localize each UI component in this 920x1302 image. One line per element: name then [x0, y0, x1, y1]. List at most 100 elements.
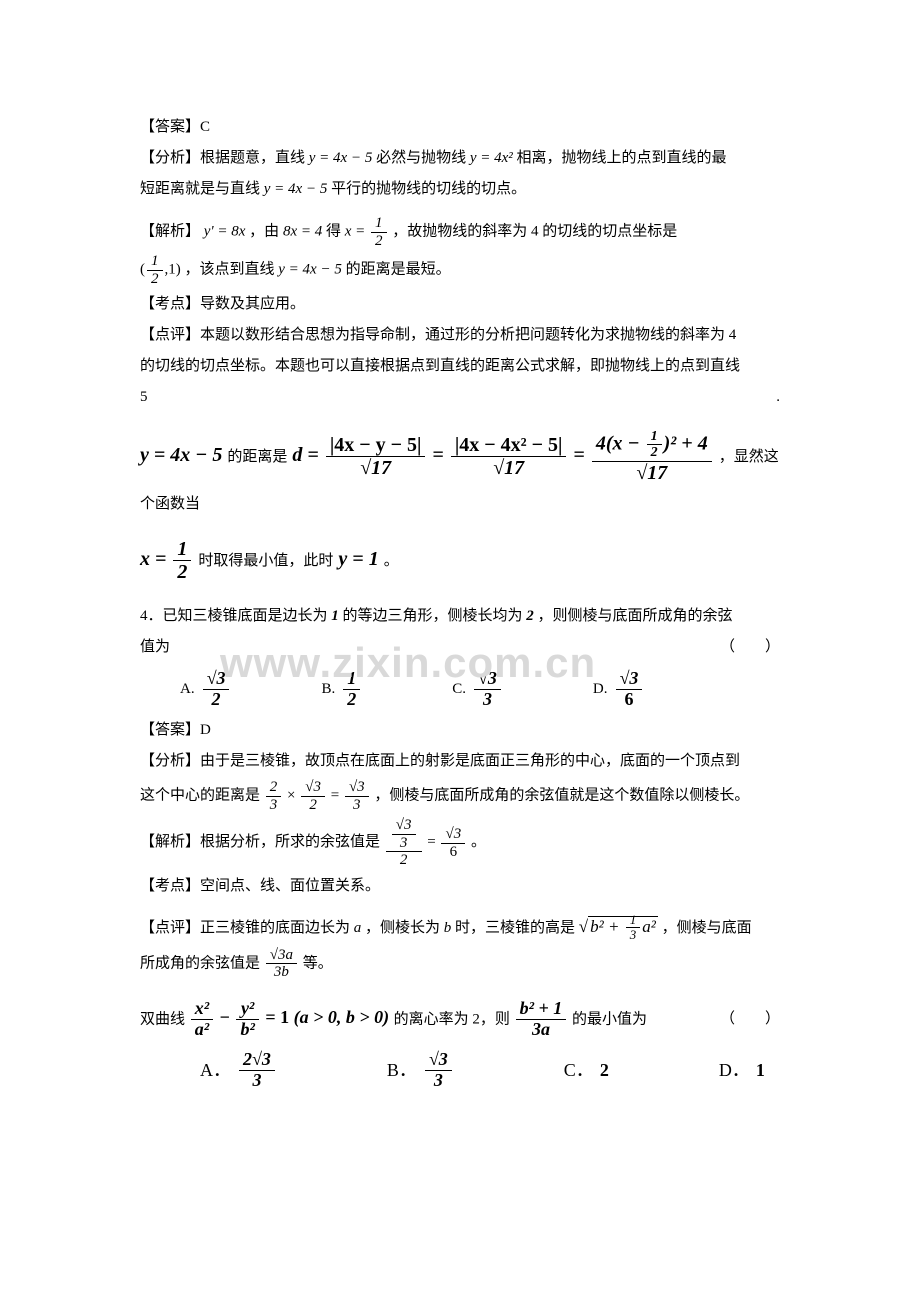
eq: x =	[345, 223, 369, 239]
dianping-line-1: 【点评】本题以数形结合思想为指导命制，通过形的分析把问题转化为求抛物线的斜率为 …	[140, 322, 780, 349]
eq: y = 4x − 5	[278, 261, 342, 277]
fraction: √33 2	[386, 817, 422, 869]
choice-d: D． 1	[719, 1050, 765, 1091]
eq-sign: =	[432, 444, 443, 466]
dianping-line-2: 的切线的切点坐标。本题也可以直接根据点到直线的距离公式求解，即抛物线上的点到直线	[140, 353, 780, 380]
denominator: 2	[203, 690, 230, 710]
q4-stem: 4．已知三棱锥底面是边长为 1 的等边三角形，侧棱长均为 2 ，则侧棱与底面所成…	[140, 603, 780, 630]
text: 。	[471, 835, 486, 851]
numerator: |4x − y − 5|	[326, 434, 426, 457]
paren: （ ）	[720, 634, 780, 661]
label: 【分析】根据题意，直线	[140, 150, 305, 166]
choice-b: B． √3 3	[387, 1050, 454, 1091]
text: 短距离就是与直线	[140, 181, 260, 197]
analysis-line-1: 【分析】根据题意，直线 y = 4x − 5 必然与抛物线 y = 4x² 相离…	[140, 145, 780, 172]
text: 【点评】正三棱锥的底面边长为	[140, 920, 350, 936]
numerator: √3a	[266, 947, 297, 965]
q4-fenxi-2: 这个中心的距离是 2 3 × √3 2 = √3 3 ，侧棱与底面所成角的余弦值…	[140, 779, 780, 813]
text: 这个中心的距离是	[140, 788, 260, 804]
fraction: √3 6	[616, 669, 643, 710]
numerator: 1	[173, 538, 191, 561]
text: 的距离是最短。	[346, 261, 451, 277]
val: 2	[600, 1054, 609, 1086]
fraction: |4x − y − 5| √17	[326, 434, 426, 479]
sqrt-expr: √b² + 13a²	[579, 916, 658, 936]
q4-dianping-2: 所成角的余弦值是 √3a 3b 等。	[140, 947, 780, 981]
text: 必然与抛物线	[376, 150, 466, 166]
text: 的等边三角形，侧棱长均为	[343, 608, 523, 624]
fraction: √3 3	[474, 669, 501, 710]
times: ×	[287, 788, 295, 804]
numerator: 2	[266, 779, 282, 797]
choice-c: C. √3 3	[452, 669, 503, 710]
fraction: 1 2	[371, 215, 387, 249]
num: 4	[531, 223, 539, 239]
text: ，由	[249, 223, 279, 239]
fraction: b² + 1 3a	[516, 999, 567, 1040]
text: 的离心率为 2，则	[394, 1011, 510, 1027]
denominator: 2	[301, 797, 325, 814]
numerator: √3	[616, 669, 643, 690]
jiexi-line-2: ( 1 2 ,1) ，该点到直线 y = 4x − 5 的距离是最短。	[140, 253, 780, 287]
label: D．	[719, 1054, 750, 1086]
text: ，故抛物线的斜率为	[392, 223, 527, 239]
fraction: 2√3 3	[239, 1050, 275, 1091]
dot: .	[776, 384, 780, 411]
answer-line: 【答案】C	[140, 114, 780, 141]
eq: 8x = 4	[283, 223, 322, 239]
q4-choices: A. √3 2 B. 1 2 C. √3 3 D. √3 6	[140, 669, 780, 710]
text: 的最小值为	[572, 1011, 647, 1027]
fraction: √3a 3b	[266, 947, 297, 981]
text: ，则侧棱与底面所成角的余弦	[538, 608, 733, 624]
eq: y = 4x − 5	[309, 150, 373, 166]
num: 5	[140, 384, 148, 411]
denominator: 3b	[266, 964, 297, 981]
text: 4．已知三棱锥底面是边长为	[140, 608, 328, 624]
kaodian-line: 【考点】导数及其应用。	[140, 291, 780, 318]
document-page: 【答案】C 【分析】根据题意，直线 y = 4x − 5 必然与抛物线 y = …	[0, 0, 920, 1151]
fraction: √3 2	[301, 779, 325, 813]
label: B．	[387, 1054, 417, 1086]
denominator: 2	[343, 690, 360, 710]
q5-choices: A． 2√3 3 B． √3 3 C． 2 D． 1	[140, 1050, 780, 1091]
fraction: |4x − 4x² − 5| √17	[451, 434, 567, 479]
eq: y = 4x − 5	[264, 181, 328, 197]
denominator: 3	[425, 1071, 452, 1091]
numerator: √3	[203, 669, 230, 690]
fraction: 1 2	[147, 253, 163, 287]
text: 平行的抛物线的切线的切点。	[331, 181, 526, 197]
denominator: 3	[266, 797, 282, 814]
fraction: √3 3	[345, 779, 369, 813]
label: B.	[321, 676, 335, 703]
denominator: 2	[386, 852, 422, 869]
denominator: √17	[592, 462, 712, 484]
var: x =	[140, 548, 166, 570]
denominator: 6	[441, 844, 465, 861]
text: ，侧棱与底面所成角的余弦值就是这个数值除以侧棱长。	[374, 788, 749, 804]
big-equation-line-2: x = 1 2 时取得最小值，此时 y = 1 。	[140, 538, 780, 583]
text: ，该点到直线	[185, 261, 275, 277]
numerator: 2√3	[239, 1050, 275, 1071]
big-equation-line-1: y = 4x − 5 的距离是 d = |4x − y − 5| √17 = |…	[140, 429, 780, 520]
label: C．	[564, 1054, 594, 1086]
fraction: 4(x − 12)² + 4 √17	[592, 429, 712, 484]
eq: x²a² − y²b² = 1 (a > 0, b > 0)	[189, 1007, 394, 1027]
analysis-line-2: 短距离就是与直线 y = 4x − 5 平行的抛物线的切线的切点。	[140, 176, 780, 203]
text: 。	[384, 553, 399, 569]
numerator: √3	[474, 669, 501, 690]
label: D.	[593, 676, 608, 703]
numerator: 1	[343, 669, 360, 690]
numerator: 1	[371, 215, 387, 233]
paren: (	[140, 261, 145, 277]
text: 得	[326, 223, 341, 239]
q4-jiexi: 【解析】根据分析，所求的余弦值是 √33 2 = √3 6 。	[140, 817, 780, 869]
eq-sign: =	[331, 788, 339, 804]
eq-sign: =	[573, 444, 584, 466]
eq-sign: =	[427, 835, 435, 851]
q4-stem-2: 值为 （ ）	[140, 634, 780, 661]
denominator: 2	[371, 233, 387, 250]
denominator: 3	[345, 797, 369, 814]
numerator: √3	[441, 826, 465, 844]
fraction: 1 2	[343, 669, 360, 710]
numerator: 4(x − 12)² + 4	[592, 429, 712, 462]
